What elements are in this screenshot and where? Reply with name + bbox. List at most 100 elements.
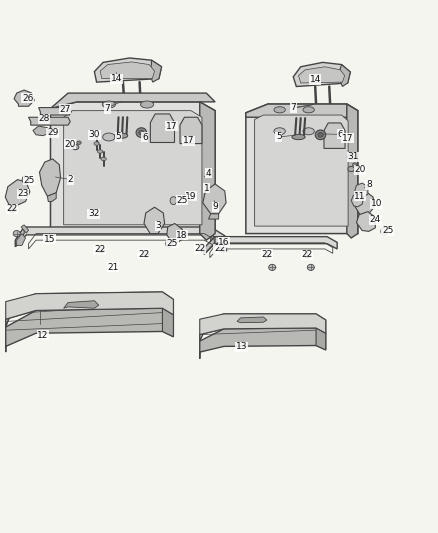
Text: 22: 22 — [138, 249, 149, 259]
Ellipse shape — [102, 133, 115, 141]
Text: 24: 24 — [369, 215, 380, 224]
Text: 5: 5 — [115, 133, 121, 141]
Ellipse shape — [102, 101, 115, 108]
Polygon shape — [14, 90, 34, 106]
Text: 2: 2 — [67, 175, 73, 184]
Text: 22: 22 — [213, 245, 225, 253]
Polygon shape — [254, 115, 347, 226]
Ellipse shape — [166, 240, 172, 248]
Text: 25: 25 — [381, 227, 392, 236]
Ellipse shape — [142, 251, 149, 257]
Ellipse shape — [13, 230, 20, 237]
Ellipse shape — [219, 247, 226, 253]
Polygon shape — [204, 237, 215, 254]
Ellipse shape — [347, 166, 354, 172]
Text: 31: 31 — [346, 152, 358, 161]
Polygon shape — [15, 227, 224, 247]
Polygon shape — [6, 292, 173, 319]
Text: 21: 21 — [107, 263, 118, 272]
Polygon shape — [204, 237, 336, 254]
Text: 9: 9 — [212, 203, 218, 211]
Polygon shape — [64, 301, 99, 308]
Text: 25: 25 — [166, 239, 178, 248]
Polygon shape — [64, 111, 201, 225]
Ellipse shape — [303, 252, 310, 258]
Polygon shape — [210, 235, 224, 249]
Ellipse shape — [136, 128, 146, 138]
Text: 20: 20 — [64, 140, 76, 149]
Polygon shape — [245, 104, 357, 233]
Text: 32: 32 — [88, 209, 99, 219]
Text: 5: 5 — [275, 133, 281, 141]
Ellipse shape — [273, 128, 285, 135]
Text: 30: 30 — [88, 130, 100, 139]
Text: 3: 3 — [155, 221, 161, 230]
Ellipse shape — [22, 176, 29, 183]
Polygon shape — [50, 102, 215, 233]
Polygon shape — [94, 58, 161, 82]
Text: 27: 27 — [59, 105, 71, 114]
Text: 1: 1 — [203, 184, 209, 193]
Ellipse shape — [77, 141, 81, 144]
Polygon shape — [199, 328, 325, 359]
Polygon shape — [5, 180, 30, 206]
Text: 7: 7 — [290, 103, 296, 112]
Ellipse shape — [170, 197, 176, 205]
Ellipse shape — [97, 150, 102, 154]
Text: 17: 17 — [341, 134, 353, 143]
Text: 17: 17 — [165, 122, 177, 131]
Ellipse shape — [302, 107, 314, 113]
Polygon shape — [199, 314, 325, 335]
Text: 28: 28 — [38, 115, 49, 124]
Polygon shape — [208, 214, 218, 219]
Text: 8: 8 — [365, 180, 371, 189]
Polygon shape — [162, 308, 173, 337]
Ellipse shape — [9, 206, 16, 213]
Ellipse shape — [97, 247, 104, 253]
Text: 18: 18 — [176, 231, 187, 240]
Text: 25: 25 — [176, 196, 187, 205]
Polygon shape — [245, 104, 357, 117]
Text: 20: 20 — [353, 165, 365, 174]
Polygon shape — [15, 227, 24, 247]
Polygon shape — [28, 117, 70, 125]
Ellipse shape — [307, 264, 314, 270]
Polygon shape — [323, 123, 344, 148]
Polygon shape — [293, 62, 350, 86]
Polygon shape — [100, 62, 154, 78]
Polygon shape — [21, 225, 28, 233]
Polygon shape — [180, 117, 201, 143]
Text: 17: 17 — [183, 136, 194, 146]
Text: 22: 22 — [6, 204, 18, 213]
Text: 26: 26 — [22, 94, 33, 103]
Ellipse shape — [273, 107, 285, 113]
Ellipse shape — [72, 144, 79, 150]
Text: 6: 6 — [337, 130, 343, 139]
Polygon shape — [17, 233, 25, 245]
Text: 23: 23 — [17, 189, 28, 198]
Ellipse shape — [263, 252, 270, 258]
Polygon shape — [356, 212, 374, 231]
Ellipse shape — [198, 246, 205, 252]
Text: 6: 6 — [141, 133, 148, 142]
Polygon shape — [298, 67, 344, 83]
Polygon shape — [199, 102, 215, 240]
Ellipse shape — [184, 194, 191, 200]
Text: 22: 22 — [194, 245, 205, 253]
Ellipse shape — [352, 163, 356, 166]
Text: 22: 22 — [94, 245, 105, 254]
Polygon shape — [6, 308, 173, 352]
Ellipse shape — [314, 130, 325, 140]
Ellipse shape — [114, 133, 127, 138]
Polygon shape — [47, 193, 56, 201]
Text: 12: 12 — [37, 331, 49, 340]
Polygon shape — [354, 191, 373, 215]
Ellipse shape — [317, 132, 322, 137]
Polygon shape — [33, 126, 49, 136]
Text: 16: 16 — [218, 238, 229, 247]
Ellipse shape — [291, 134, 304, 140]
Polygon shape — [39, 108, 71, 115]
Ellipse shape — [140, 101, 153, 108]
Polygon shape — [50, 93, 215, 108]
Text: 11: 11 — [353, 192, 365, 201]
